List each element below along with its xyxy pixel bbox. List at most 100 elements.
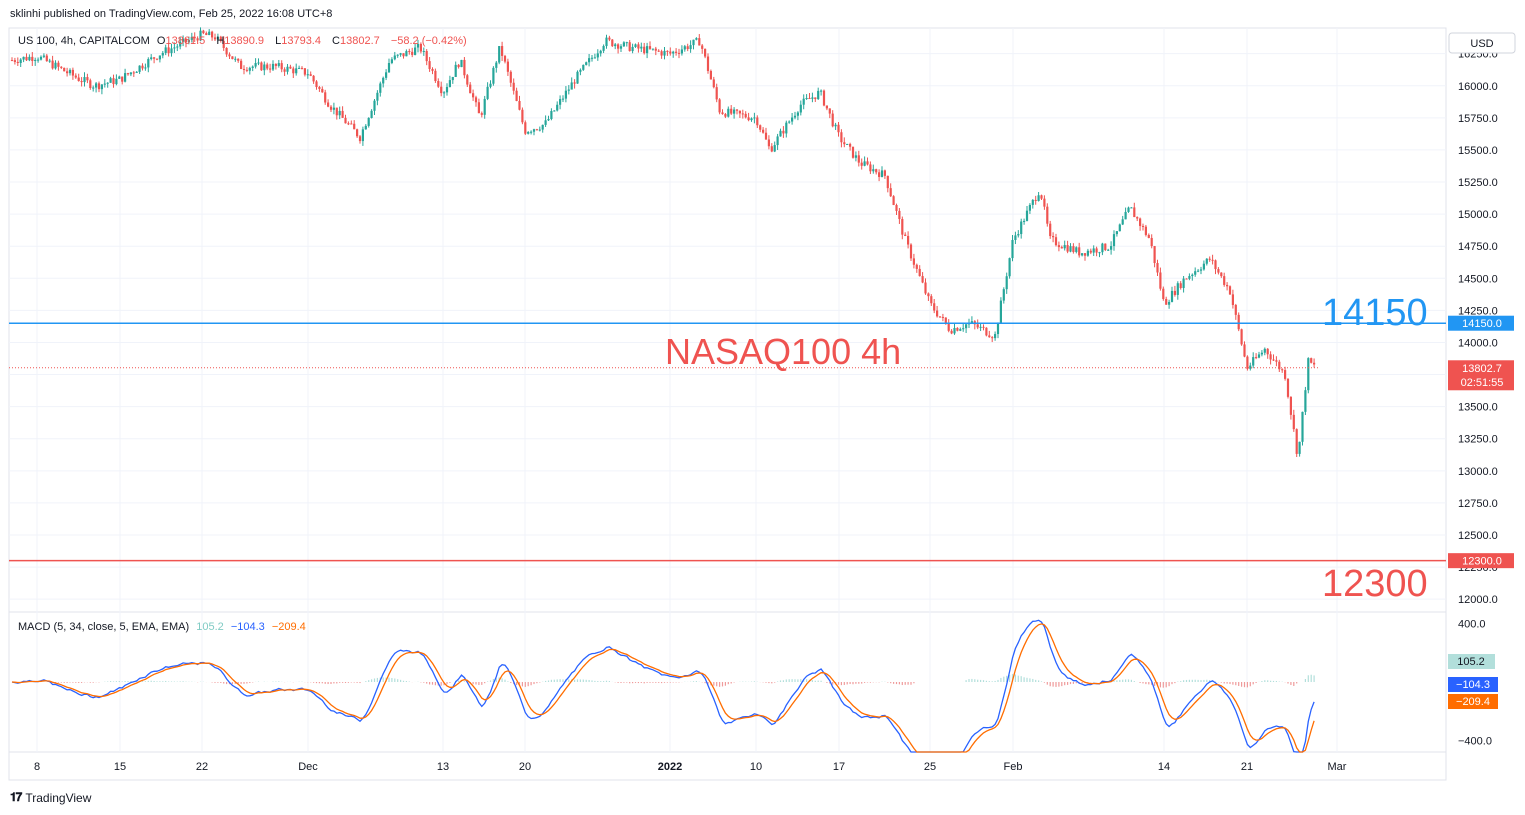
candle-body — [767, 139, 770, 147]
candle-body — [13, 60, 16, 62]
candle-body — [1170, 290, 1174, 302]
candle-body — [1284, 370, 1287, 379]
time-axis[interactable]: 8 15 22 Dec 13 20 2022 10 17 25 Feb 14 21 Mar — [34, 761, 1347, 773]
candle-body — [622, 42, 625, 47]
candle-body — [506, 61, 509, 72]
candle-body — [791, 117, 794, 122]
candle-body — [611, 39, 614, 47]
candle-body — [474, 97, 478, 103]
candle-body — [825, 105, 828, 109]
candle-body — [1260, 352, 1263, 355]
candle-body — [367, 117, 370, 126]
candle-body — [126, 73, 130, 75]
time-tick-label: 15 — [114, 761, 126, 773]
candle-body — [277, 63, 280, 66]
candle-body — [289, 66, 292, 69]
candle-body — [730, 108, 733, 114]
macd-hist-value: 105.2 — [196, 621, 224, 633]
price-axis[interactable]: 16250.016000.015750.015500.015250.015000… — [1458, 49, 1498, 606]
candle-body — [1310, 358, 1313, 363]
ohlc-low: L13793.4 — [275, 35, 325, 47]
candle-body — [886, 175, 889, 189]
candle-body — [1202, 263, 1205, 270]
candle-body — [1052, 236, 1055, 238]
candle-body — [489, 83, 492, 87]
candle-body — [22, 56, 25, 60]
candle-body — [425, 51, 428, 62]
candle-body — [608, 37, 611, 40]
candle-body — [416, 43, 420, 48]
candle-body — [843, 142, 846, 145]
footer-brand[interactable]: 𝟏𝟕 TradingView — [10, 790, 91, 805]
candle-body — [883, 170, 886, 176]
candle-body — [782, 130, 785, 134]
candle-body — [324, 92, 327, 103]
price-tick-label: 15500.0 — [1458, 145, 1498, 157]
candle-body — [561, 98, 565, 100]
candle-body — [1078, 247, 1081, 256]
candle-body — [1034, 199, 1037, 201]
candle-body — [837, 124, 840, 133]
candle-body — [231, 56, 234, 60]
candle-body — [213, 37, 217, 40]
candle-body — [260, 62, 263, 71]
macd-legend[interactable]: MACD (5, 34, close, 5, EMA, EMA) 105.2 −… — [18, 621, 310, 633]
candle-body — [405, 51, 408, 57]
candle-body — [170, 48, 173, 54]
price-tick-label: 12500.0 — [1458, 530, 1498, 542]
candle-body — [385, 72, 388, 78]
candle-body — [727, 108, 730, 117]
candle-body — [796, 112, 799, 116]
candle-body — [408, 51, 411, 53]
time-tick-label: 25 — [924, 761, 936, 773]
currency-button[interactable]: USD — [1448, 32, 1516, 54]
candle-body — [640, 46, 643, 49]
candle-body — [614, 44, 617, 47]
candle-body — [570, 82, 573, 90]
symbol-legend[interactable]: US 100, 4h, CAPITALCOM O13861.5 H13890.9… — [18, 35, 471, 47]
svg-text:−104.3: −104.3 — [1456, 679, 1490, 691]
candle-body — [1060, 247, 1063, 249]
candle-body — [234, 58, 237, 60]
candle-body — [153, 57, 156, 59]
candle-body — [283, 69, 286, 72]
candle-body — [25, 56, 28, 61]
price-tick-label: 15750.0 — [1458, 113, 1498, 125]
price-tick-label: 14250.0 — [1458, 305, 1498, 317]
candle-body — [779, 130, 782, 137]
macd-label: MACD (5, 34, close, 5, EMA, EMA) — [18, 621, 190, 633]
candle-body — [10, 60, 14, 62]
chart-title-annotation: NASAQ100 4h — [665, 331, 901, 372]
candle-body — [393, 55, 396, 60]
time-tick-label: Mar — [1328, 761, 1347, 773]
candle-body — [1156, 263, 1159, 273]
close-value: 13802.7 — [340, 35, 380, 47]
candle-body — [106, 82, 109, 84]
candle-body — [1214, 260, 1217, 270]
candle-body — [187, 39, 190, 43]
candle-body — [1112, 234, 1116, 247]
candle-body — [695, 38, 698, 40]
candle-body — [150, 57, 153, 60]
candle-body — [936, 310, 939, 317]
candle-body — [303, 68, 306, 75]
time-tick-label: 13 — [437, 761, 449, 773]
candle-body — [1246, 356, 1249, 369]
candle-body — [390, 59, 393, 64]
macd-line — [11, 619, 1315, 753]
candle-body — [889, 188, 892, 197]
candle-body — [1063, 245, 1066, 249]
candle-body — [19, 59, 22, 63]
candle-body — [912, 258, 915, 265]
candle-body — [788, 121, 791, 123]
candle-body — [1054, 237, 1058, 246]
candle-body — [434, 70, 437, 82]
candle-body — [1011, 239, 1014, 259]
ohlc-high: H13890.9 — [216, 35, 268, 47]
price-tick-label: 12750.0 — [1458, 498, 1498, 510]
candle-body — [718, 99, 721, 113]
candle-body — [590, 57, 594, 59]
candle-body — [1197, 270, 1200, 272]
candle-body — [121, 76, 124, 82]
